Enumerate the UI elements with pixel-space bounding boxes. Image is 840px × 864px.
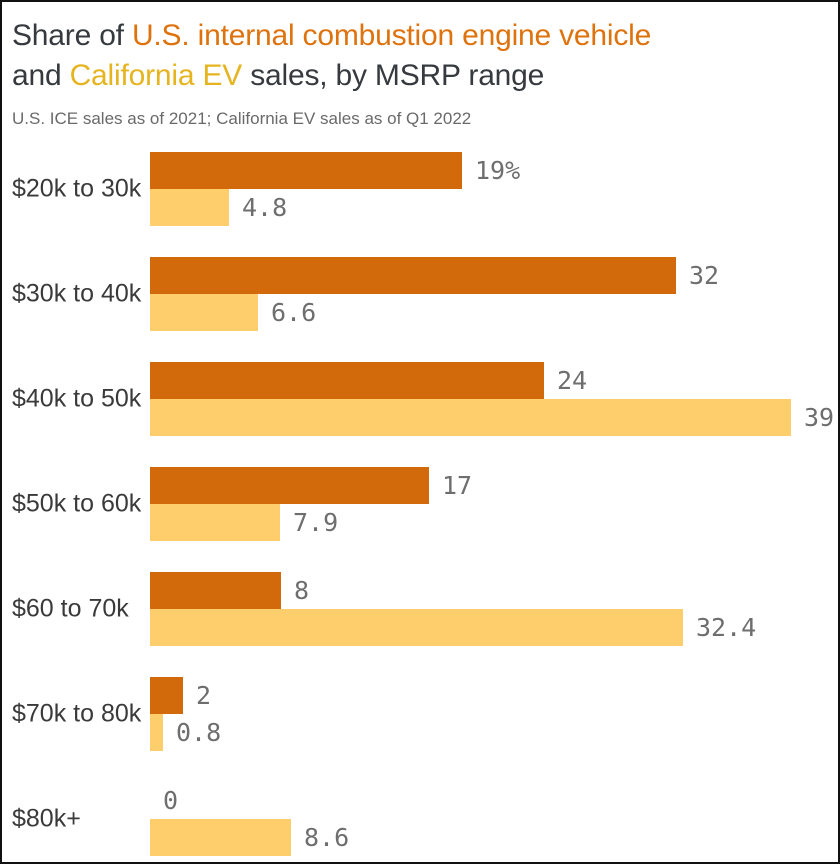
category-label: $40k to 50k [12,384,142,413]
ev-bar-row: 7.9 [150,504,834,541]
ev-value-label: 8.6 [304,823,350,852]
ice-bar [150,152,462,189]
ev-bar-row: 39 [150,399,834,436]
ev-bar [150,714,163,751]
ice-bar-row: 24 [150,362,834,399]
category-label: $30k to 40k [12,279,142,308]
ice-value-label: 8 [294,576,310,605]
bar-pair: 19% 4.8 [150,152,834,226]
bar-pair: 8 32.4 [150,572,834,646]
ice-value-label: 24 [557,366,588,395]
ice-bar-row: 8 [150,572,834,609]
ev-value-label: 0.8 [176,718,222,747]
bar-group: $60 to 70k 8 32.4 [12,572,834,646]
ice-value-label: 32 [689,261,720,290]
ice-bar [150,257,676,294]
bar-pair: 0 8.6 [150,782,834,856]
ice-bar-row: 0 [150,782,834,819]
ev-bar-row: 6.6 [150,294,834,331]
chart-title: Share of U.S. internal combustion engine… [12,16,834,96]
ice-bar-row: 19% [150,152,834,189]
ice-value-label: 2 [196,681,212,710]
ice-bar [150,467,429,504]
ev-bar-row: 32.4 [150,609,834,646]
category-label: $50k to 60k [12,489,142,518]
chart-subtitle: U.S. ICE sales as of 2021; California EV… [12,109,472,128]
ev-bar-row: 8.6 [150,819,834,856]
ice-value-label: 19% [475,156,521,185]
chart-title-line1: Share of U.S. internal combustion engine… [12,16,834,56]
category-label: $80k+ [12,804,81,833]
title-segment-ice: U.S. internal combustion engine vehicle [131,19,652,52]
ice-bar-row: 32 [150,257,834,294]
bar-group: $40k to 50k 24 39 [12,362,834,436]
ev-value-label: 32.4 [696,613,757,642]
ice-value-label: 17 [442,471,473,500]
ev-bar-row: 4.8 [150,189,834,226]
ice-value-label: 0 [163,786,179,815]
bar-pair: 17 7.9 [150,467,834,541]
ice-bar [150,572,281,609]
title-segment-dark: sales, by MSRP range [242,59,545,92]
ev-bar [150,609,683,646]
ev-bar [150,294,258,331]
ev-bar [150,504,280,541]
bar-group: $80k+ 0 8.6 [12,782,834,856]
ev-bar [150,399,791,436]
ev-bar [150,189,229,226]
title-segment-dark: and [12,59,70,92]
ev-value-label: 7.9 [293,508,339,537]
ev-value-label: 6.6 [271,298,317,327]
bar-chart: $20k to 30k 19% 4.8 $30k to 40k 32 6.6 $40k to… [12,152,834,856]
ev-bar [150,819,291,856]
category-label: $70k to 80k [12,699,142,728]
category-label: $60 to 70k [12,594,129,623]
bar-pair: 24 39 [150,362,834,436]
title-segment-ev: California EV [69,59,243,92]
ev-value-label: 39 [804,403,835,432]
chart-title-line2: and California EV sales, by MSRP range [12,56,834,96]
ice-bar-row: 17 [150,467,834,504]
bar-group: $50k to 60k 17 7.9 [12,467,834,541]
ev-value-label: 4.8 [242,193,288,222]
ice-bar [150,677,183,714]
bar-pair: 2 0.8 [150,677,834,751]
bar-pair: 32 6.6 [150,257,834,331]
ice-bar-row: 2 [150,677,834,714]
category-label: $20k to 30k [12,174,142,203]
bar-group: $30k to 40k 32 6.6 [12,257,834,331]
bar-group: $20k to 30k 19% 4.8 [12,152,834,226]
ice-bar [150,362,544,399]
bar-group: $70k to 80k 2 0.8 [12,677,834,751]
title-segment-dark: Share of [12,19,132,52]
ev-bar-row: 0.8 [150,714,834,751]
